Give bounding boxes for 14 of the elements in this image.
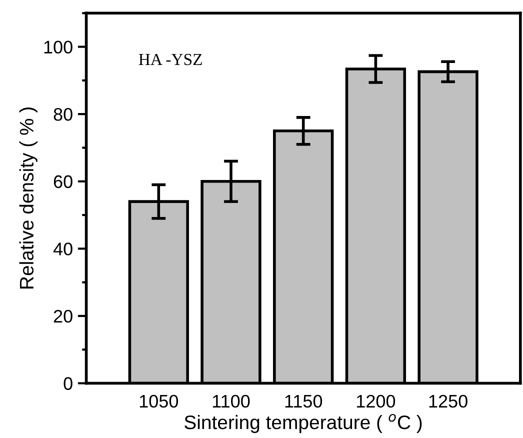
x-axis-title: Sintering temperature ( $^{o}$C ) — [184, 414, 422, 434]
y-tick-label: 20 — [54, 310, 72, 323]
y-tick-label: 80 — [54, 108, 72, 121]
x-tick-label: 1050 — [140, 394, 178, 408]
x-tick-label: 1250 — [429, 394, 468, 408]
y-axis-title: Relative density ( % ) — [19, 108, 38, 288]
y-tick-label: 60 — [54, 175, 72, 188]
annotation: HA -YSZ — [138, 54, 202, 66]
x-tick-label: 1150 — [285, 394, 322, 408]
x-tick-label: 1100 — [212, 394, 250, 408]
y-tick-label: 40 — [53, 242, 72, 256]
y-tick-label: 0 — [64, 377, 72, 390]
x-tick-label: 1200 — [356, 394, 396, 408]
y-tick-label: 100 — [44, 40, 72, 54]
